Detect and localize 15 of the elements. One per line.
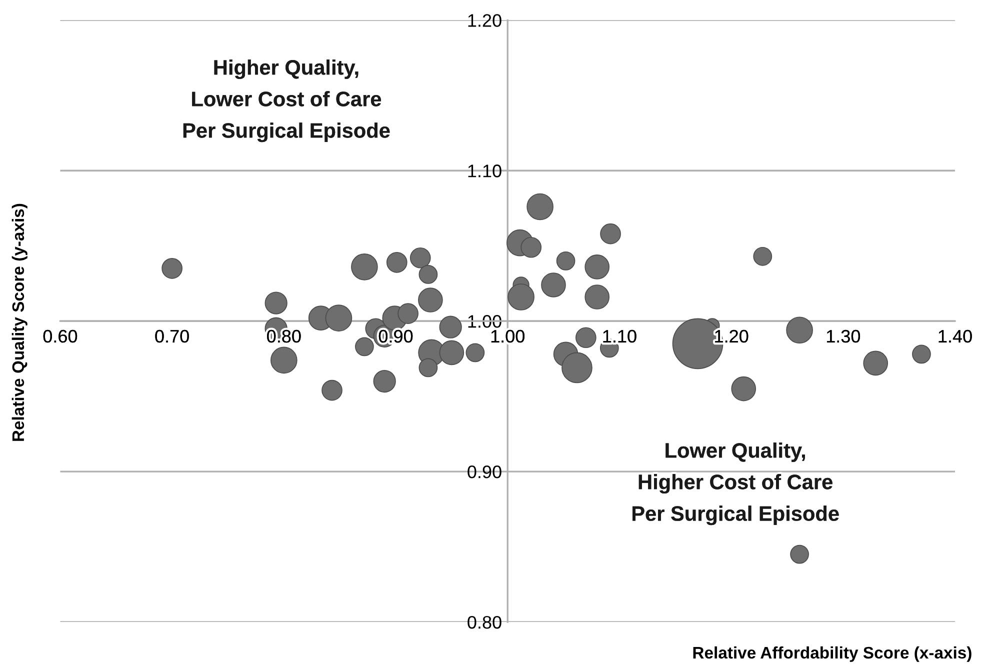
x-tick-label: 1.40 bbox=[938, 330, 972, 343]
y-axis-title: Relative Quality Score (y-axis) bbox=[12, 204, 28, 441]
x-axis-title: Relative Affordability Score (x-axis) bbox=[693, 646, 972, 662]
annotation: Higher Quality, Lower Cost of Care Per Surgical Episode bbox=[183, 60, 390, 142]
y-tick-label: 0.80 bbox=[468, 616, 502, 629]
y-tick-label: 1.10 bbox=[468, 164, 502, 178]
x-tick-label: 1.10 bbox=[603, 330, 636, 343]
x-tick-label: 0.60 bbox=[43, 330, 78, 343]
x-tick-label: 0.90 bbox=[378, 330, 413, 343]
annotation: Lower Quality, Higher Cost of Care Per Surgical Episode bbox=[632, 442, 839, 526]
x-tick-label: 0.70 bbox=[155, 330, 189, 343]
x-tick-label: 1.00 bbox=[491, 330, 524, 343]
y-tick-label: 1.20 bbox=[468, 14, 502, 27]
y-tick-label: 0.90 bbox=[468, 465, 502, 478]
x-tick-label: 1.30 bbox=[826, 330, 860, 343]
